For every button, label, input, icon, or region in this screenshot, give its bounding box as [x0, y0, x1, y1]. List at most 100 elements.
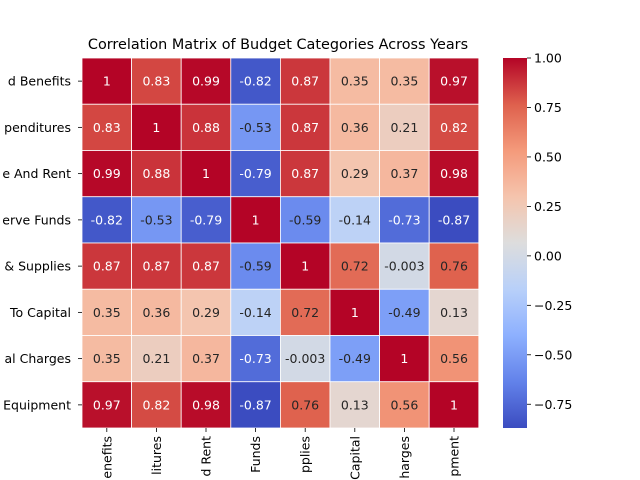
row-tick-label: e And Rent: [2, 166, 71, 181]
colorbar-gradient: [503, 58, 527, 428]
cell-value-label: 0.21: [390, 120, 418, 135]
cell-value-label: -0.87: [239, 397, 271, 412]
heatmap-cell: [279, 196, 331, 244]
cell-value-label: 0.37: [390, 166, 418, 181]
heatmap-cell: [180, 288, 232, 336]
heatmap-cell: [279, 381, 331, 429]
heatmap-cell: [131, 335, 182, 383]
cell-value-label: 0.56: [390, 397, 418, 412]
heatmap-cell: [180, 150, 232, 198]
heatmap-cell: [230, 103, 281, 151]
heatmap-cell: [379, 196, 430, 244]
heatmap-cell: [329, 150, 380, 198]
heatmap-cell: [230, 242, 281, 290]
cell-value-label: 1: [202, 166, 210, 181]
cell-value-label: 0.76: [291, 397, 319, 412]
cell-value-label: -0.59: [289, 212, 321, 227]
cell-value-label: 0.35: [93, 351, 121, 366]
colorbar-tick-label: −0.75: [534, 397, 572, 412]
cell-value-label: 0.36: [142, 305, 170, 320]
row-tick-label: To Capital: [9, 305, 71, 320]
column-tick-label: litures: [149, 436, 164, 475]
heatmap-cell: [329, 335, 380, 383]
cell-value-label: 1: [152, 120, 160, 135]
heatmap-cell: [428, 150, 480, 198]
heatmap-cell: [279, 335, 331, 383]
heatmap-cell: [279, 288, 331, 336]
row-tick-label: al Charges: [5, 351, 71, 366]
heatmap-cell: [230, 196, 281, 244]
cell-value-label: 0.87: [93, 259, 121, 274]
cell-value-label: -0.14: [339, 212, 371, 227]
cell-value-label: 0.83: [93, 120, 121, 135]
heatmap-cell: [428, 103, 480, 151]
cell-value-label: -0.87: [438, 212, 470, 227]
chart-title: Correlation Matrix of Budget Categories …: [88, 37, 468, 53]
cell-value-label: 0.37: [192, 351, 220, 366]
cell-value-label: 0.87: [291, 74, 319, 89]
row-tick-label: erve Funds: [2, 212, 71, 227]
heatmap-cell: [428, 288, 480, 336]
heatmap-cell: [279, 150, 331, 198]
cell-value-label: 0.83: [142, 74, 170, 89]
cell-value-label: 1: [351, 305, 359, 320]
colorbar-tick-label: 0.50: [534, 149, 562, 164]
cell-value-label: 1: [252, 212, 260, 227]
cell-value-label: 0.87: [291, 166, 319, 181]
heatmap-cell: [81, 57, 132, 105]
colorbar-tick-label: 0.75: [534, 100, 562, 115]
cell-value-label: 0.13: [341, 397, 369, 412]
row-tick-label: Equipment: [3, 397, 71, 412]
colorbar-tick-label: −0.25: [534, 298, 572, 313]
cell-value-label: 0.35: [341, 74, 369, 89]
cell-value-label: 1: [400, 351, 408, 366]
heatmap-cell: [131, 103, 182, 151]
cell-value-label: -0.003: [384, 259, 424, 274]
column-tick-labels: enefits litures d Rent Funds pplies Capital ha…: [99, 428, 462, 480]
heatmap-cells: [81, 57, 480, 429]
heatmap-cell: [329, 103, 380, 151]
cell-value-label: 0.36: [341, 120, 369, 135]
cell-value-label: 0.29: [192, 305, 220, 320]
cell-value-label: -0.49: [388, 305, 420, 320]
heatmap-cell: [428, 381, 480, 429]
cell-value-label: 1: [301, 259, 309, 274]
row-tick-label: & Supplies: [4, 259, 71, 274]
heatmap-cell: [180, 335, 232, 383]
cell-value-label: -0.79: [239, 166, 271, 181]
cell-value-label: -0.73: [388, 212, 420, 227]
row-tick-label: penditures: [4, 120, 71, 135]
heatmap-cell: [329, 288, 380, 336]
heatmap-cell: [428, 242, 480, 290]
row-tick-labels: d Benefits penditures e And Rent erve Funds…: [2, 74, 82, 412]
cell-value-label: 1: [103, 74, 111, 89]
column-tick-label: enefits: [99, 436, 114, 479]
cell-value-label: -0.73: [239, 351, 271, 366]
heatmap-cell: [379, 150, 430, 198]
heatmap-cell: [180, 196, 232, 244]
cell-value-label: 0.99: [93, 166, 121, 181]
cell-value-label: 0.56: [440, 351, 468, 366]
colorbar-tick-label: 0.00: [534, 248, 562, 263]
heatmap-cell: [379, 288, 430, 336]
colorbar-tick-label: 0.25: [534, 199, 562, 214]
cell-value-label: 0.97: [93, 397, 121, 412]
cell-value-label: 0.99: [192, 74, 220, 89]
cell-value-label: 0.21: [142, 351, 170, 366]
cell-value-label: -0.82: [91, 212, 123, 227]
colorbar-tick-label: 1.00: [534, 51, 562, 66]
cell-value-label: 0.87: [192, 259, 220, 274]
cell-value-label: 0.88: [192, 120, 220, 135]
row-tick-label: d Benefits: [8, 74, 71, 89]
cell-value-label: 0.82: [440, 120, 468, 135]
heatmap-cell: [81, 335, 132, 383]
heatmap-cell: [131, 57, 182, 105]
cell-value-label: -0.82: [239, 74, 271, 89]
colorbar: 1.00 0.75 0.50 0.25 0.00 −0.25 −0.50 −0.75: [503, 51, 572, 428]
colorbar-tick-label: −0.50: [534, 347, 572, 362]
heatmap-cell: [379, 242, 430, 290]
cell-value-label: -0.79: [190, 212, 222, 227]
cell-value-label: 0.72: [341, 259, 369, 274]
